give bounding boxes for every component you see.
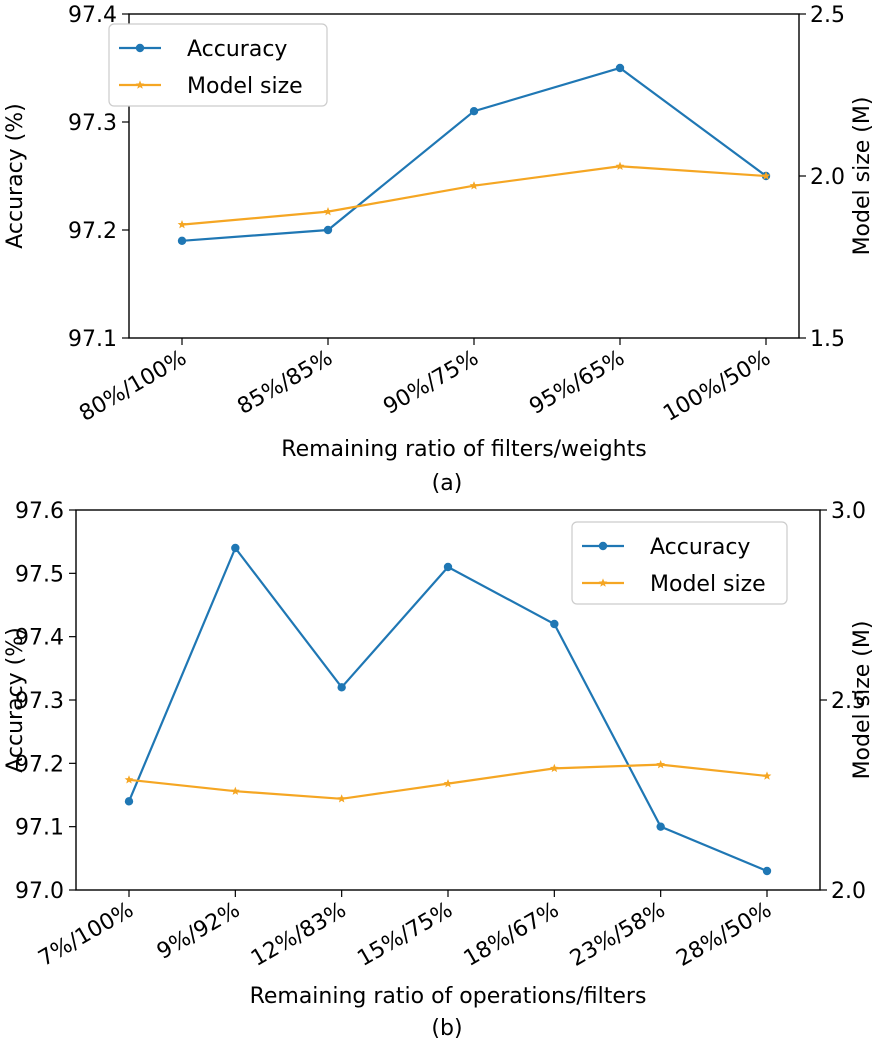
x-axis-label: Remaining ratio of operations/filters [250, 984, 647, 1009]
left-tick-label: 97.2 [15, 752, 64, 777]
model-size-point [124, 775, 134, 784]
x-tick-label: 85%/85% [233, 346, 337, 420]
accuracy-point [762, 866, 772, 876]
y-axis-label-right: Model size (M) [850, 97, 875, 256]
accuracy-point [124, 797, 134, 806]
model-size-point [337, 794, 347, 803]
x-tick-label: 9%/92% [153, 898, 244, 965]
y-axis-label-left: Accuracy (%) [3, 103, 28, 249]
chart-a: 97.1 97.2 97.3 97.4 1.5 2.0 2.5 80%/100% 85%/85%… [3, 3, 875, 496]
legend-swatch-marker [135, 80, 145, 89]
left-tick-label: 97.0 [15, 879, 64, 904]
accuracy-point [469, 107, 479, 116]
right-tick-label: 2.5 [810, 3, 845, 28]
accuracy-point [323, 225, 333, 235]
legend-swatch-marker [598, 541, 608, 551]
legend-label: Accuracy [187, 37, 287, 62]
right-tick-label: 2.0 [810, 165, 845, 190]
right-tick-label: 2.5 [831, 689, 866, 714]
left-tick-label: 97.3 [15, 689, 64, 714]
right-tick-label: 3.0 [831, 499, 866, 524]
legend-swatch-marker [598, 578, 608, 587]
accuracy-point [615, 63, 625, 73]
subplot-caption: (b) [431, 1016, 462, 1041]
accuracy-point [177, 236, 187, 245]
model-size-point [469, 181, 479, 190]
x-tick-label: 95%/65% [525, 346, 629, 420]
subplot-caption: (a) [432, 471, 463, 496]
model-size-point [177, 220, 187, 229]
right-tick-label: 1.5 [810, 327, 845, 352]
legend-label: Model size [187, 74, 303, 99]
accuracy-point [231, 543, 240, 553]
model-size-point [615, 161, 625, 170]
right-tick-label: 2.0 [831, 879, 866, 904]
series-line-model-size [181, 165, 767, 226]
x-tick-label: 90%/75% [379, 346, 483, 420]
y-axis-label-left: Accuracy (%) [3, 627, 28, 773]
legend-box [108, 23, 328, 107]
left-tick-label: 97.4 [15, 626, 64, 651]
left-tick-label: 97.4 [68, 3, 117, 28]
left-tick-label: 97.1 [68, 327, 117, 352]
model-size-point [549, 763, 559, 773]
accuracy-point [656, 822, 665, 831]
x-tick-label: 12%/83% [247, 898, 351, 972]
model-size-point [323, 207, 333, 216]
accuracy-point [443, 562, 453, 572]
left-tick-label: 97.3 [68, 111, 117, 136]
model-size-point [656, 760, 666, 769]
accuracy-point [550, 619, 559, 629]
y-axis-label-right: Model size (M) [850, 621, 875, 780]
left-tick-label: 97.5 [15, 562, 64, 587]
x-tick-label: 23%/58% [566, 898, 670, 972]
model-size-point [443, 779, 453, 788]
x-tick-label: 7%/100% [34, 898, 138, 972]
x-tick-label: 15%/75% [353, 898, 457, 972]
x-axis-label: Remaining ratio of filters/weights [281, 437, 646, 462]
legend-label: Accuracy [650, 535, 750, 560]
model-size-point [230, 786, 240, 795]
chart-b: 97.0 97.1 97.2 97.3 97.4 97.5 97.6 2.0 2.5 3.0 7%/… [3, 499, 875, 1041]
x-tick-label: 100%/50% [659, 346, 775, 427]
x-tick-label: 18%/67% [460, 898, 564, 972]
left-tick-label: 97.2 [68, 219, 117, 244]
x-tick-label: 28%/50% [672, 898, 776, 972]
model-size-point [762, 771, 772, 780]
left-tick-label: 97.1 [15, 816, 64, 841]
legend-swatch-marker [135, 43, 145, 53]
x-tick-label: 80%/100% [75, 346, 191, 427]
left-tick-label: 97.6 [15, 499, 64, 524]
legend-label: Model size [650, 572, 766, 597]
accuracy-point [337, 683, 346, 692]
model-size-point [761, 171, 771, 180]
legend-box [571, 521, 788, 605]
